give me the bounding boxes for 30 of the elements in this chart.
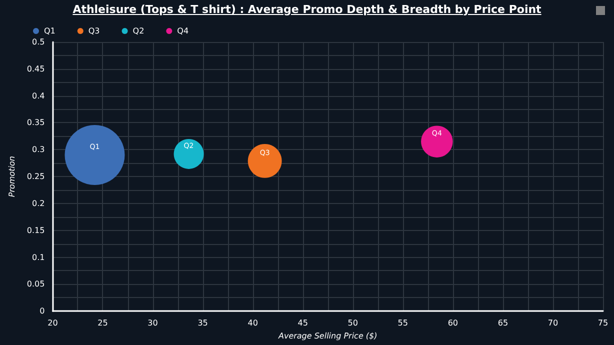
legend-label: Q2 [132, 26, 144, 36]
x-tick-label: 35 [198, 318, 208, 328]
x-tick-label: 30 [148, 318, 158, 328]
x-tick-label: 25 [98, 318, 108, 328]
y-tick-label: 0.35 [26, 118, 45, 128]
x-tick-label: 20 [48, 318, 58, 328]
x-tick-label: 50 [348, 318, 358, 328]
x-tick-label: 60 [448, 318, 458, 328]
x-tick-label: 45 [298, 318, 308, 328]
y-tick-label: 0.5 [32, 38, 45, 46]
chart-title: Athleisure (Tops & T shirt) : Average Promo Depth & Breadth by Price Point [72, 3, 542, 16]
y-tick-label: 0.05 [26, 280, 45, 289]
y-tick-label: 0.25 [26, 172, 45, 182]
x-tick-label: 75 [598, 318, 608, 328]
y-axis-title: Promotion [8, 156, 16, 198]
x-tick-label: 65 [498, 318, 508, 328]
y-tick-label: 0.15 [26, 226, 45, 235]
y-tick-label: 0.45 [26, 64, 45, 74]
legend-label: Q1 [44, 26, 56, 36]
y-tick-label: 0 [40, 306, 45, 316]
x-tick-label: 55 [398, 318, 408, 328]
legend-label: Q3 [88, 26, 100, 36]
y-tick-label: 0.1 [32, 252, 45, 262]
x-tick-label: 40 [248, 318, 258, 328]
y-tick-label: 0.2 [32, 198, 45, 208]
y-tick-label: 0.3 [32, 145, 45, 154]
x-tick-label: 70 [548, 318, 558, 328]
y-tick-label: 0.4 [32, 91, 45, 100]
x-axis-title: Average Selling Price ($) [277, 332, 378, 340]
legend-label: Q4 [177, 26, 189, 36]
